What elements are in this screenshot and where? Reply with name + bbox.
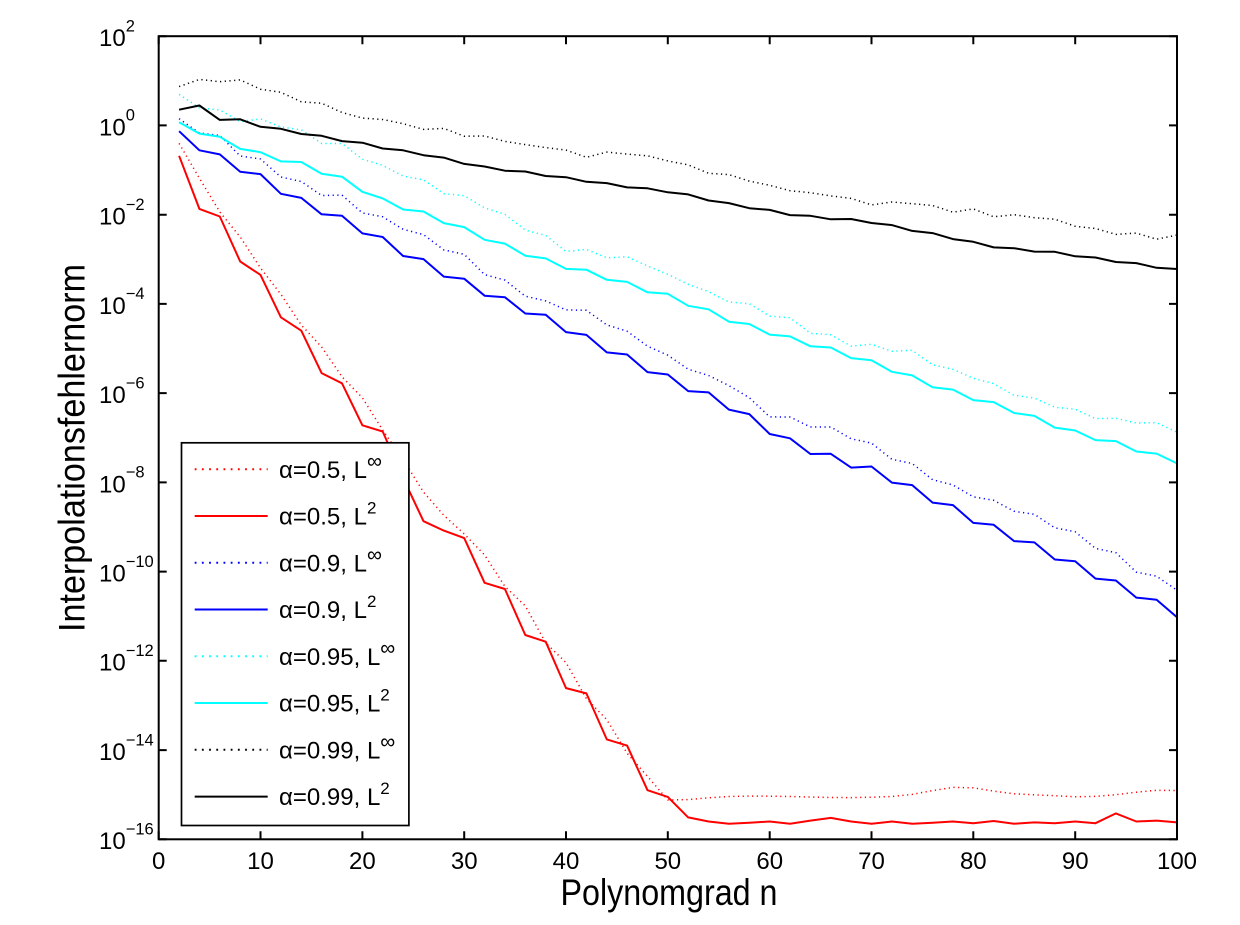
svg-text:10: 10	[99, 293, 126, 320]
svg-text:−12: −12	[126, 642, 154, 660]
svg-text:α=0.95, L2: α=0.95, L2	[279, 686, 390, 718]
svg-text:30: 30	[451, 848, 478, 875]
svg-text:10: 10	[99, 114, 126, 141]
svg-text:0: 0	[152, 848, 165, 875]
svg-text:α=0.9, L2: α=0.9, L2	[279, 592, 376, 624]
svg-text:20: 20	[349, 848, 376, 875]
svg-text:40: 40	[553, 848, 580, 875]
svg-text:10: 10	[247, 848, 274, 875]
svg-text:Polynomgrad n: Polynomgrad n	[561, 872, 778, 913]
svg-text:10: 10	[99, 382, 126, 409]
svg-text:−8: −8	[126, 464, 145, 482]
svg-text:−14: −14	[126, 731, 154, 749]
svg-text:α=0.5, L2: α=0.5, L2	[279, 499, 376, 531]
svg-text:Interpolationsfehlernorm: Interpolationsfehlernorm	[52, 264, 93, 632]
svg-text:100: 100	[1157, 848, 1197, 875]
svg-text:10: 10	[99, 828, 126, 855]
svg-text:10: 10	[99, 25, 126, 52]
svg-text:10: 10	[99, 650, 126, 677]
svg-text:90: 90	[1062, 848, 1089, 875]
svg-text:70: 70	[858, 848, 885, 875]
svg-text:−4: −4	[126, 285, 145, 303]
svg-text:−10: −10	[126, 553, 154, 571]
svg-text:60: 60	[756, 848, 783, 875]
svg-text:10: 10	[99, 739, 126, 766]
svg-text:10: 10	[99, 561, 126, 588]
svg-text:10: 10	[99, 471, 126, 498]
svg-text:0: 0	[126, 107, 135, 125]
svg-text:−2: −2	[126, 196, 145, 214]
svg-text:−6: −6	[126, 374, 145, 392]
svg-text:α=0.99, L2: α=0.99, L2	[279, 779, 390, 811]
svg-text:−16: −16	[126, 821, 154, 839]
svg-text:2: 2	[126, 18, 135, 36]
svg-text:80: 80	[960, 848, 987, 875]
svg-text:10: 10	[99, 204, 126, 231]
svg-text:50: 50	[654, 848, 681, 875]
